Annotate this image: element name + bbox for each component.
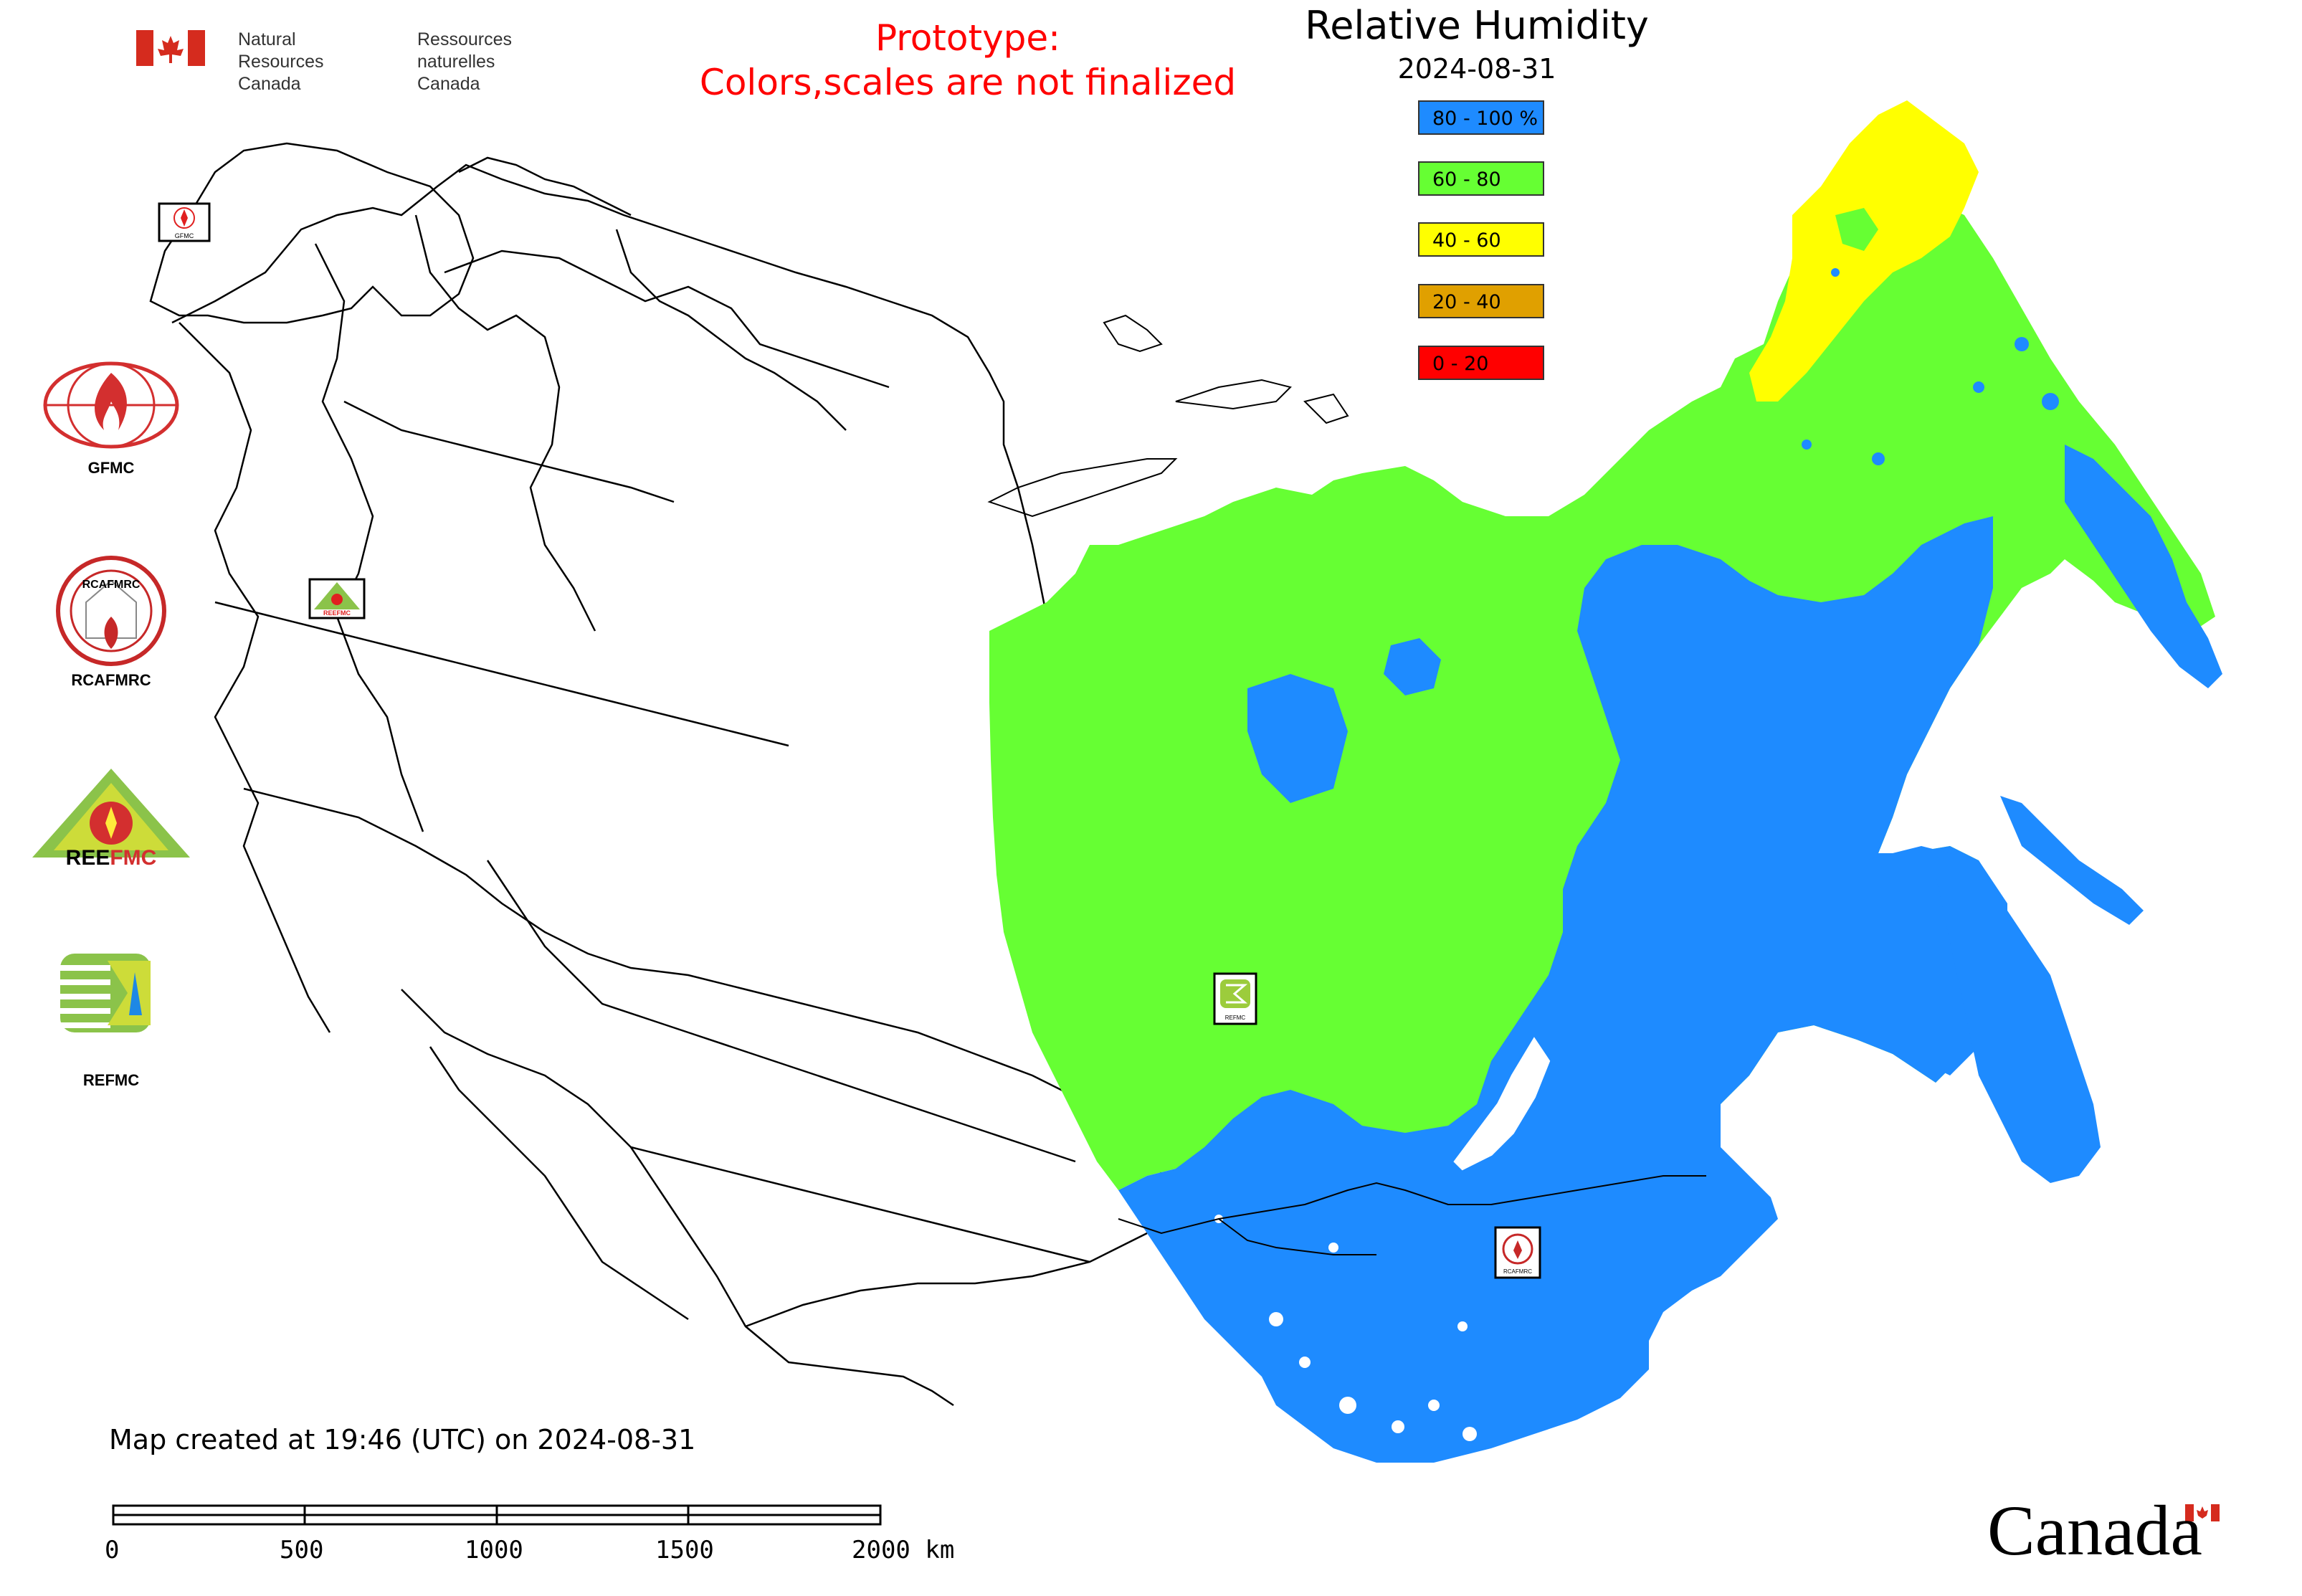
gfmc-logo-icon: [43, 361, 179, 449]
rcafmrc-label: RCAFMRC: [71, 671, 151, 689]
scale-label-0: 0: [105, 1536, 120, 1564]
reefmc-map-marker: REEFMC: [308, 578, 366, 619]
gfmc-map-marker: GFMC: [158, 202, 211, 242]
canada-wordmark: Canada: [1987, 1491, 2202, 1570]
scale-label-500: 500: [280, 1536, 324, 1564]
legend-item-80-100: 80 - 100 %: [1418, 100, 1544, 135]
scandinavia-outline: [149, 142, 475, 324]
svg-text:RCAFMRC: RCAFMRC: [1503, 1268, 1532, 1275]
prototype-warning: Prototype: Colors,scales are not finaliz…: [609, 16, 1326, 105]
arctic-islands: [987, 314, 1349, 518]
refmc-label: REFMC: [82, 1071, 140, 1089]
scale-label-1000: 1000: [465, 1536, 523, 1564]
humidity-raster: [989, 100, 2222, 1463]
rcafmrc-logo-icon: RCAFMRC: [56, 556, 166, 666]
reefmc-logo-icon: REEFMC: [32, 769, 190, 870]
prototype-warning-line1: Prototype:: [875, 17, 1061, 59]
refmc-logo-icon: [60, 954, 151, 1032]
rcafmrc-map-marker: RCAFMRC: [1494, 1226, 1541, 1279]
prototype-warning-line2: Colors,scales are not finalized: [699, 62, 1237, 103]
legend-item-60-80: 60 - 80: [1418, 161, 1544, 196]
russia-borders: [1118, 1175, 1706, 1255]
scale-bar: [112, 1504, 882, 1526]
svg-text:REEFMC: REEFMC: [323, 609, 351, 617]
refmc-map-marker: REFMC: [1213, 972, 1257, 1025]
scale-label-1500: 1500: [655, 1536, 714, 1564]
svg-text:GFMC: GFMC: [175, 232, 194, 239]
legend-item-40-60: 40 - 60: [1418, 222, 1544, 257]
gov-name-en: Natural Resources Canada: [238, 29, 324, 94]
legend-item-20-40: 20 - 40: [1418, 284, 1544, 318]
canada-flag-icon: [136, 30, 205, 66]
svg-text:REEFMC: REEFMC: [66, 846, 157, 870]
scale-label-2000-km: 2000 km: [852, 1536, 955, 1564]
map-date: 2024-08-31: [1397, 53, 1556, 85]
svg-text:RCAFMRC: RCAFMRC: [82, 579, 141, 591]
legend-item-0-20: 0 - 20: [1418, 346, 1544, 380]
gfmc-label: GFMC: [87, 459, 135, 477]
gov-name-fr: Ressources naturelles Canada: [417, 29, 512, 94]
map-created-note: Map created at 19:46 (UTC) on 2024-08-31: [109, 1424, 696, 1455]
map-title: Relative Humidity: [1305, 3, 1649, 48]
canada-wordmark-flag-icon: [2185, 1504, 2220, 1521]
svg-text:REFMC: REFMC: [1225, 1015, 1246, 1021]
